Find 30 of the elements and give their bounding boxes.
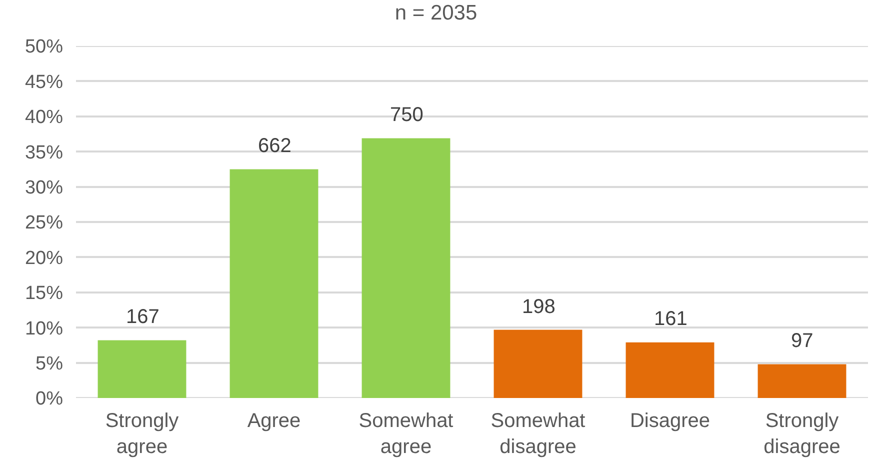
- annotation: 167: [126, 306, 160, 328]
- y-tick-label: 20%: [24, 248, 64, 269]
- chart-title: n = 2035: [394, 1, 478, 24]
- x-tick-label: Agree: [247, 410, 301, 432]
- y-tick-label: 50%: [24, 36, 64, 58]
- annotation: 198: [522, 296, 556, 318]
- x-tick-label: Strongly agree: [105, 410, 179, 458]
- x-tick-label: Somewhat disagree: [490, 410, 586, 458]
- annotation: 750: [390, 104, 424, 126]
- x-tick-label: Disagree: [630, 410, 710, 432]
- bar: [758, 364, 846, 398]
- bar: [494, 330, 582, 398]
- bar: [626, 342, 714, 398]
- y-tick-label: 25%: [24, 212, 64, 234]
- bar: [98, 340, 186, 398]
- y-tick-label: 5%: [36, 353, 64, 374]
- annotation: 161: [654, 308, 688, 330]
- bar: [230, 169, 318, 398]
- annotation: 97: [791, 330, 814, 352]
- y-tick-label: 45%: [24, 72, 64, 93]
- x-tick-label: Somewhat agree: [358, 410, 454, 458]
- y-tick-label: 30%: [24, 177, 64, 198]
- bar: [362, 138, 450, 398]
- y-tick-label: 40%: [24, 107, 64, 128]
- y-tick-label: 35%: [24, 142, 64, 164]
- annotation: 662: [258, 135, 292, 157]
- y-tick-label: 15%: [24, 283, 64, 304]
- y-tick-label: 10%: [24, 318, 64, 340]
- y-tick-label: 0%: [36, 388, 64, 410]
- x-tick-label: Strongly disagree: [764, 410, 840, 458]
